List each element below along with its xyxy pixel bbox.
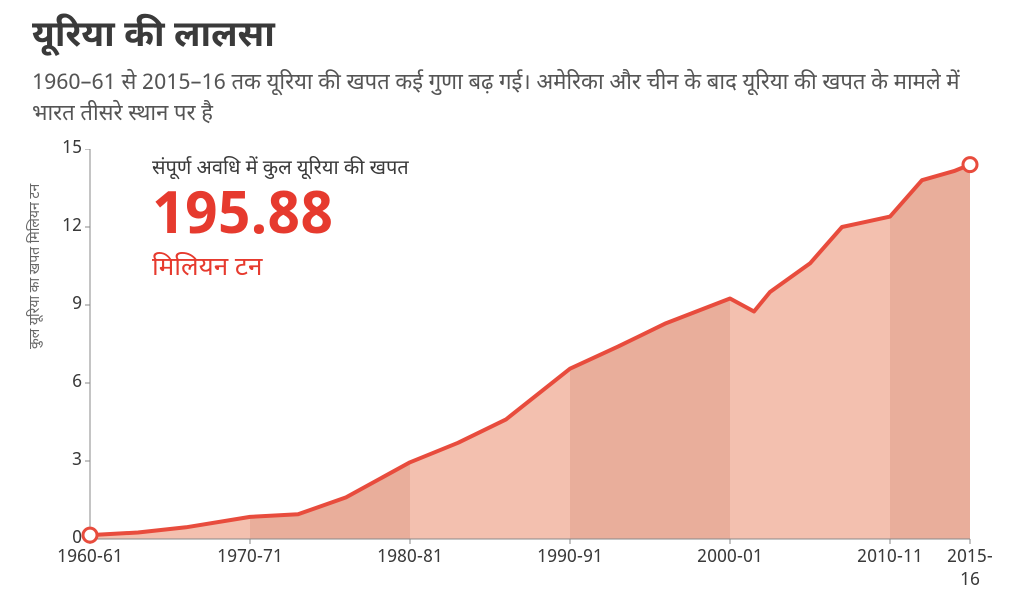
y-tick-label: 12 [52,216,82,239]
y-tick-label: 9 [52,294,82,317]
y-tick-label: 15 [52,138,82,161]
chart-subtitle: 1960–61 से 2015–16 तक यूरिया की खपत कई ग… [32,68,992,132]
y-tick-label: 6 [52,372,82,395]
chart-area: कुल यूरिया का खपत मिलियन टन संपूर्ण अवधि… [32,149,992,579]
area-chart-svg [32,149,992,579]
chart-title: यूरिया की लालसा [32,18,992,58]
data-marker [963,158,977,172]
x-tick-label: 2010-11 [857,547,923,570]
x-tick-label: 1990-91 [537,547,603,570]
x-tick-label: 2015-16 [947,547,993,593]
area-band [890,165,970,539]
x-tick-label: 2000-01 [697,547,763,570]
area-band [570,299,730,540]
x-tick-label: 1960-61 [57,547,123,570]
data-marker [83,528,97,542]
x-tick-label: 1970-71 [217,547,283,570]
x-tick-label: 1980-81 [377,547,443,570]
y-tick-label: 3 [52,450,82,473]
